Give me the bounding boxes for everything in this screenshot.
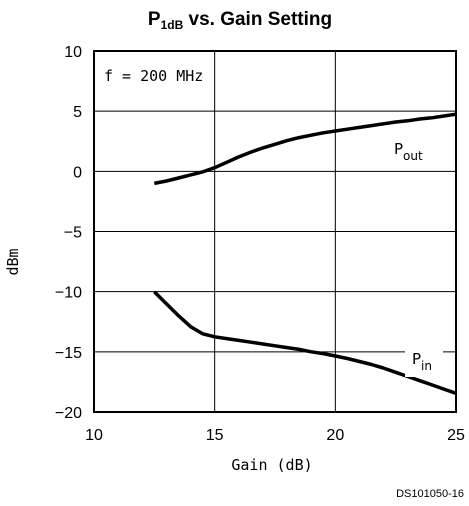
p-out-label-sub: out — [403, 149, 423, 163]
x-axis-label: Gain (dB) — [231, 456, 312, 474]
chart-title: P1dB vs. Gain Setting — [148, 9, 332, 32]
chart-title-rest: vs. Gain Setting — [183, 9, 332, 30]
y-tick-label-6: −20 — [55, 405, 82, 422]
y-tick-label-5: −15 — [55, 345, 82, 362]
frequency-annotation: f = 200 MHz — [104, 67, 203, 85]
grid — [94, 51, 456, 412]
p-in-label: Pin — [412, 350, 432, 373]
series-line-p-out — [153, 112, 457, 186]
y-axis-label: dBm — [4, 248, 22, 275]
y-tick-label-1: 5 — [73, 104, 82, 121]
annotation-background — [99, 62, 209, 88]
p-in-label-sub: in — [421, 359, 432, 373]
x-tick-label-0: 10 — [85, 427, 103, 444]
y-tick-label-3: −5 — [64, 225, 82, 242]
chart-title-subscript: 1dB — [161, 18, 184, 32]
y-tick-label-4: −10 — [55, 285, 82, 302]
tick-labels: 10 15 20 25 10 5 0 −5 −10 −15 −20 — [55, 44, 465, 444]
p-in-label-background — [405, 343, 443, 377]
y-tick-label-0: 10 — [64, 44, 82, 61]
x-tick-label-2: 20 — [326, 427, 344, 444]
p-in-label-main: P — [412, 350, 421, 368]
x-tick-label-3: 25 — [447, 427, 465, 444]
y-tick-label-2: 0 — [73, 164, 82, 181]
plot-frame — [93, 50, 457, 413]
figure-id: DS101050-16 — [396, 488, 464, 500]
chart-title-prefix: P — [148, 9, 161, 30]
series-line-p-in — [153, 290, 457, 395]
p-out-label-main: P — [394, 140, 403, 158]
p-out-label: Pout — [394, 140, 423, 163]
x-tick-label-1: 15 — [206, 427, 224, 444]
